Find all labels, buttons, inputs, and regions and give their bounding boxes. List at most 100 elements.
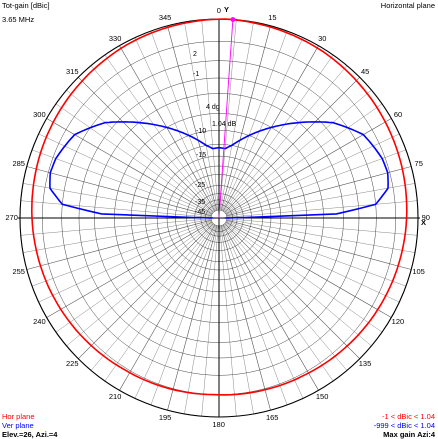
grid-spoke — [221, 225, 288, 406]
grid-spoke — [46, 221, 213, 318]
angle-label: 150 — [315, 392, 329, 402]
grid-spoke — [104, 54, 215, 212]
angle-label: 60 — [393, 109, 403, 119]
angle-label: 300 — [33, 109, 46, 119]
grid-spoke — [225, 222, 383, 333]
grid-spoke — [225, 103, 383, 214]
series-ver-plane — [49, 121, 389, 219]
grid-spoke — [226, 220, 407, 287]
angle-label: 195 — [158, 412, 172, 422]
grid-spoke — [224, 77, 360, 213]
grid-spoke — [55, 103, 213, 214]
hor-plane-legend: Hor plane — [2, 412, 35, 421]
angle-label: 345 — [158, 13, 172, 23]
grid-spoke — [167, 225, 218, 411]
angle-label: 120 — [391, 316, 405, 326]
angle-label: 315 — [66, 66, 79, 76]
grid-spoke — [226, 200, 418, 218]
grid-spoke — [104, 224, 215, 382]
plane-label: Horizontal plane — [380, 1, 435, 10]
max-gain-label: Max gain Azi:4 — [383, 430, 435, 439]
grid-spoke — [221, 30, 288, 211]
grid-spoke — [22, 219, 212, 253]
radial-tick-label: -25 — [195, 182, 206, 189]
radial-tick-label: -45 — [195, 209, 206, 216]
grid-spoke — [224, 89, 372, 214]
grid-spoke — [26, 219, 212, 270]
grid-spoke — [66, 89, 214, 214]
grid-spoke — [119, 45, 216, 212]
series-hor-plane — [30, 18, 408, 396]
grid-spoke — [31, 220, 212, 287]
grid-spoke — [226, 221, 400, 303]
grid-spoke — [201, 225, 219, 417]
angle-label: 0 — [216, 6, 221, 15]
grid-spoke — [226, 218, 418, 236]
grid-spoke — [46, 118, 213, 215]
grid-spoke — [201, 19, 219, 211]
grid-spoke — [226, 149, 407, 216]
grid-spoke — [150, 30, 217, 211]
grid-spoke — [226, 133, 400, 215]
grid-spoke — [184, 225, 218, 415]
grid-spoke — [223, 54, 334, 212]
angle-label: 135 — [358, 359, 372, 369]
grid-spoke — [226, 183, 416, 217]
grid-spoke — [222, 224, 319, 391]
grid-spoke — [222, 37, 304, 211]
grid-spoke — [222, 45, 319, 212]
radial-tick-label: -35 — [195, 199, 206, 206]
ver-plane-legend: Ver plane — [2, 421, 34, 430]
grid-spoke — [78, 223, 214, 359]
grid-spoke — [167, 25, 218, 211]
angle-label: 210 — [108, 392, 122, 402]
grid-spoke — [20, 200, 212, 218]
angle-label: 75 — [414, 159, 423, 169]
y-axis-marker: Y — [224, 5, 230, 14]
grid-spoke — [22, 183, 212, 217]
max-gain-point — [230, 17, 236, 22]
angle-label: 330 — [108, 33, 122, 43]
angle-label: 180 — [212, 420, 225, 429]
angle-label: 105 — [412, 266, 425, 276]
grid-spoke — [66, 222, 214, 347]
grid-spoke — [134, 37, 216, 211]
grid-spoke — [223, 65, 348, 213]
grid-spoke — [223, 224, 334, 382]
grid-spoke — [119, 224, 216, 391]
grid-spoke — [220, 225, 271, 411]
grid-spoke — [38, 133, 212, 215]
grid-spoke — [224, 222, 372, 347]
grid-spoke — [78, 77, 214, 213]
grid-spoke — [226, 219, 416, 253]
angle-label: 240 — [33, 316, 46, 326]
grid-spoke — [226, 166, 412, 217]
grid-spoke — [220, 25, 271, 211]
angle-label: 90 — [421, 213, 430, 222]
frequency-label: 3.65 MHz — [2, 15, 35, 24]
grid-spoke — [225, 221, 392, 318]
grid-spoke — [220, 21, 254, 211]
grid-spoke — [90, 65, 215, 213]
angle-label: 45 — [360, 66, 370, 76]
grid-spoke — [55, 222, 213, 333]
angle-label: 255 — [12, 266, 25, 276]
max-gain-line — [218, 19, 234, 219]
grid-spoke — [220, 225, 254, 415]
radial-tick-label: -15 — [196, 152, 207, 159]
grid-spoke — [20, 218, 212, 236]
chart-title: Tot-gain [dBic] — [2, 1, 50, 10]
x-axis-marker: X — [421, 218, 427, 227]
grid-spoke — [219, 19, 237, 211]
grid-spoke — [225, 118, 392, 215]
radial-tick-label: 1.04 dB — [212, 121, 237, 128]
grid-spoke — [219, 225, 237, 417]
grid-spoke — [223, 223, 348, 371]
angle-label: 165 — [265, 412, 279, 422]
radial-tick-label: -1 — [193, 71, 200, 78]
elev-azi-label: Elev.=26, Azi.=4 — [2, 430, 58, 439]
grid-spoke — [226, 219, 412, 270]
angle-label: 15 — [268, 13, 277, 23]
